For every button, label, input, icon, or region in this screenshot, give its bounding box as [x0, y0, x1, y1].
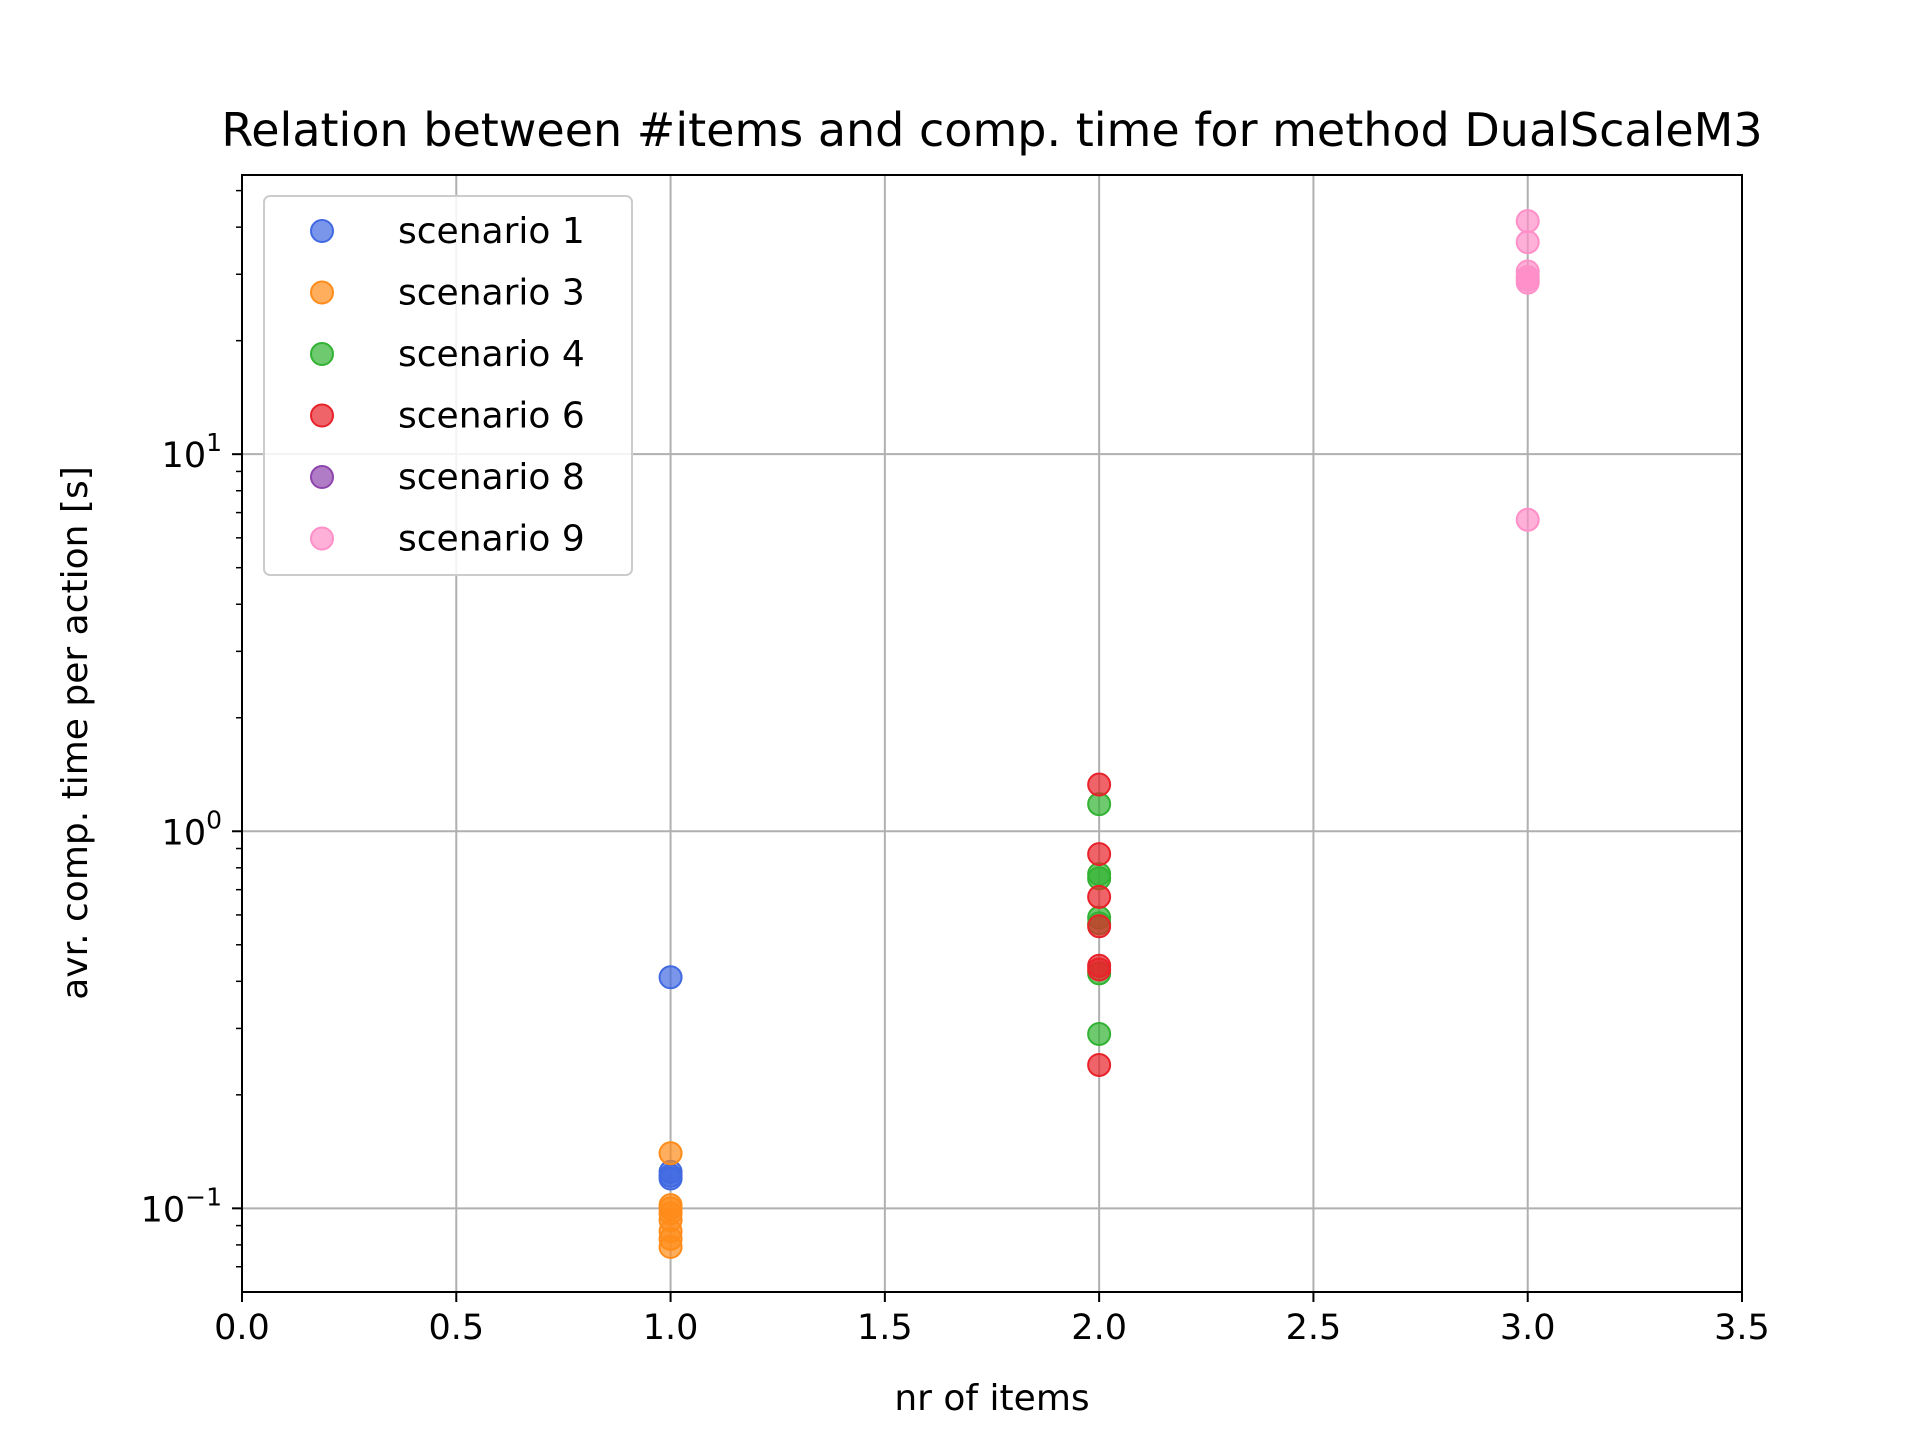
legend-marker-scenario-3	[310, 280, 334, 305]
y-tick-exponent: 0	[206, 805, 222, 834]
y-tick-exponent: 1	[206, 428, 222, 457]
point-scenario-9	[1515, 209, 1540, 234]
point-scenario-6	[1087, 772, 1112, 797]
point-scenario-3	[658, 1234, 683, 1259]
y-tick-base: 10	[162, 813, 207, 853]
legend-label-scenario-1: scenario 1	[398, 211, 585, 252]
chart-title: Relation between #items and comp. time f…	[221, 103, 1762, 157]
legend-marker-scenario-1	[310, 219, 334, 243]
point-scenario-6	[1087, 842, 1112, 867]
y-axis-label: avr. comp. time per action [s]	[55, 466, 96, 1000]
legend-label-scenario-9: scenario 9	[398, 519, 585, 560]
data-points	[658, 209, 1540, 1259]
point-scenario-9	[1515, 507, 1540, 532]
point-scenario-1	[658, 1166, 683, 1191]
y-tick-exponent: −1	[185, 1182, 222, 1211]
point-scenario-6	[1087, 1052, 1112, 1077]
point-scenario-6	[1087, 884, 1112, 909]
x-tick-label: 3.0	[1500, 1308, 1556, 1348]
point-scenario-6	[1087, 914, 1112, 939]
x-tick-label: 3.5	[1714, 1308, 1770, 1348]
y-tick-label: 10−1	[141, 1182, 222, 1230]
x-tick-label: 1.5	[857, 1308, 913, 1348]
point-scenario-1	[658, 965, 683, 990]
legend-label-scenario-4: scenario 4	[398, 334, 585, 375]
legend-marker-scenario-6	[310, 403, 334, 428]
legend-marker-scenario-4	[310, 342, 334, 366]
point-scenario-9	[1515, 270, 1540, 295]
point-scenario-3	[658, 1141, 683, 1166]
legend-marker-scenario-9	[310, 526, 334, 551]
y-tick-label: 100	[162, 805, 222, 853]
x-tick-label: 1.0	[643, 1308, 699, 1348]
point-scenario-9	[1515, 230, 1540, 255]
point-scenario-4	[1087, 1021, 1112, 1046]
y-tick-base: 10	[162, 436, 207, 476]
legend-box	[263, 195, 633, 576]
x-axis-label: nr of items	[894, 1378, 1089, 1419]
y-tick-base: 10	[141, 1190, 186, 1230]
x-tick-label: 2.0	[1071, 1308, 1127, 1348]
x-tick-label: 0.0	[214, 1308, 270, 1348]
x-tick-label: 0.5	[428, 1308, 484, 1348]
legend-entries: scenario 1 scenario 3 scenario 4 scenario 6…	[310, 211, 585, 560]
legend-label-scenario-3: scenario 3	[398, 273, 585, 314]
x-tick-label: 2.5	[1286, 1308, 1342, 1348]
point-scenario-6	[1087, 957, 1112, 982]
y-tick-label: 101	[162, 428, 222, 476]
plot-frame	[241, 174, 1743, 1293]
x-axis-ticks: 0.0 0.5 1.0 1.5 2.0 2.5 3.0 3.5	[214, 1292, 1770, 1348]
legend-label-scenario-6: scenario 6	[398, 396, 585, 437]
legend: scenario 1 scenario 3 scenario 4 scenario 6…	[263, 195, 633, 576]
legend-label-scenario-8: scenario 8	[398, 457, 585, 498]
legend-marker-scenario-8	[310, 465, 334, 489]
